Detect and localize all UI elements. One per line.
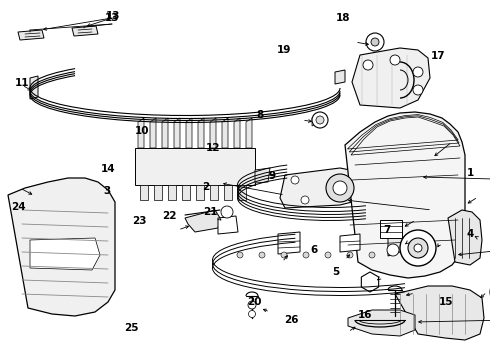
- Polygon shape: [395, 286, 484, 340]
- Circle shape: [369, 252, 375, 258]
- Text: 18: 18: [336, 13, 350, 23]
- Circle shape: [259, 252, 265, 258]
- Polygon shape: [162, 118, 168, 148]
- Polygon shape: [154, 185, 162, 200]
- Text: 3: 3: [103, 186, 110, 196]
- Circle shape: [325, 252, 331, 258]
- Text: 4: 4: [466, 229, 474, 239]
- Polygon shape: [380, 220, 402, 238]
- Text: 6: 6: [310, 245, 317, 255]
- Polygon shape: [340, 234, 360, 252]
- Circle shape: [366, 33, 384, 51]
- Circle shape: [291, 176, 299, 184]
- Polygon shape: [174, 118, 180, 148]
- Text: 15: 15: [439, 297, 453, 307]
- Text: 9: 9: [269, 171, 275, 181]
- Circle shape: [248, 310, 255, 318]
- Polygon shape: [8, 178, 115, 316]
- Text: 25: 25: [124, 323, 139, 333]
- Text: 16: 16: [358, 310, 372, 320]
- Text: 23: 23: [132, 216, 147, 226]
- Polygon shape: [72, 26, 98, 36]
- Text: 10: 10: [135, 126, 149, 136]
- Text: 1: 1: [467, 168, 474, 178]
- Text: 7: 7: [383, 225, 391, 235]
- Circle shape: [371, 38, 379, 46]
- Text: 13: 13: [105, 13, 119, 23]
- Circle shape: [312, 112, 328, 128]
- Polygon shape: [140, 185, 148, 200]
- Circle shape: [248, 301, 256, 309]
- Text: 12: 12: [206, 143, 220, 153]
- Polygon shape: [348, 310, 415, 336]
- Text: 5: 5: [332, 267, 339, 277]
- Polygon shape: [234, 118, 240, 148]
- Text: 19: 19: [277, 45, 292, 55]
- Polygon shape: [224, 185, 232, 200]
- Circle shape: [387, 244, 399, 256]
- Text: 14: 14: [100, 164, 115, 174]
- Polygon shape: [210, 185, 218, 200]
- Polygon shape: [182, 185, 190, 200]
- Polygon shape: [312, 116, 316, 126]
- Polygon shape: [138, 118, 144, 148]
- Text: 26: 26: [284, 315, 299, 325]
- Circle shape: [221, 206, 233, 218]
- Polygon shape: [361, 272, 379, 292]
- Circle shape: [326, 174, 354, 202]
- Text: 8: 8: [256, 110, 263, 120]
- Text: 17: 17: [431, 51, 446, 61]
- Polygon shape: [198, 118, 204, 148]
- Circle shape: [390, 55, 400, 65]
- Circle shape: [363, 60, 373, 70]
- Polygon shape: [18, 30, 44, 40]
- Polygon shape: [168, 185, 176, 200]
- Polygon shape: [255, 168, 270, 183]
- Text: 24: 24: [11, 202, 26, 212]
- Polygon shape: [30, 76, 38, 99]
- Polygon shape: [150, 118, 156, 148]
- Polygon shape: [280, 168, 365, 208]
- Circle shape: [347, 252, 353, 258]
- Polygon shape: [218, 216, 238, 234]
- Polygon shape: [388, 234, 405, 256]
- Circle shape: [316, 116, 324, 124]
- Circle shape: [413, 85, 423, 95]
- Text: 20: 20: [247, 297, 262, 307]
- Polygon shape: [196, 185, 204, 200]
- Text: 21: 21: [203, 207, 218, 217]
- Polygon shape: [238, 185, 246, 200]
- Polygon shape: [210, 118, 216, 148]
- Circle shape: [414, 244, 422, 252]
- Circle shape: [301, 196, 309, 204]
- Polygon shape: [222, 118, 228, 148]
- Text: 2: 2: [202, 182, 209, 192]
- Polygon shape: [448, 210, 482, 265]
- Polygon shape: [185, 210, 220, 232]
- Polygon shape: [30, 238, 100, 270]
- Circle shape: [413, 67, 423, 77]
- Circle shape: [400, 230, 436, 266]
- Circle shape: [237, 252, 243, 258]
- Circle shape: [281, 252, 287, 258]
- Polygon shape: [352, 48, 430, 108]
- Polygon shape: [186, 118, 192, 148]
- Polygon shape: [135, 148, 255, 185]
- Polygon shape: [246, 118, 252, 148]
- Circle shape: [333, 181, 347, 195]
- Polygon shape: [405, 158, 420, 173]
- Text: 22: 22: [162, 211, 176, 221]
- Text: 13: 13: [105, 11, 120, 21]
- Text: 11: 11: [15, 78, 29, 88]
- Circle shape: [303, 252, 309, 258]
- Circle shape: [408, 238, 428, 258]
- Polygon shape: [345, 112, 465, 278]
- Polygon shape: [278, 232, 300, 254]
- Polygon shape: [335, 70, 345, 84]
